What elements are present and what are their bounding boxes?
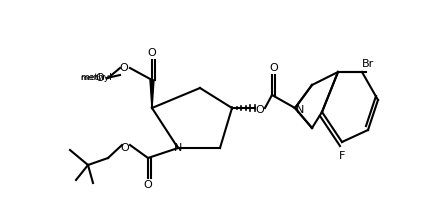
Text: O: O [95,73,104,83]
Text: O: O [120,63,128,73]
Text: Br: Br [362,59,374,69]
Text: O: O [270,63,279,73]
Polygon shape [150,80,154,108]
Text: O: O [120,143,129,153]
Text: F: F [339,151,345,161]
Text: methyl: methyl [80,74,112,82]
Text: O: O [144,180,152,190]
Text: O: O [148,48,156,58]
Text: N: N [296,105,304,115]
Text: methyl: methyl [81,75,105,81]
Text: O: O [256,105,265,115]
Text: N: N [174,143,182,153]
